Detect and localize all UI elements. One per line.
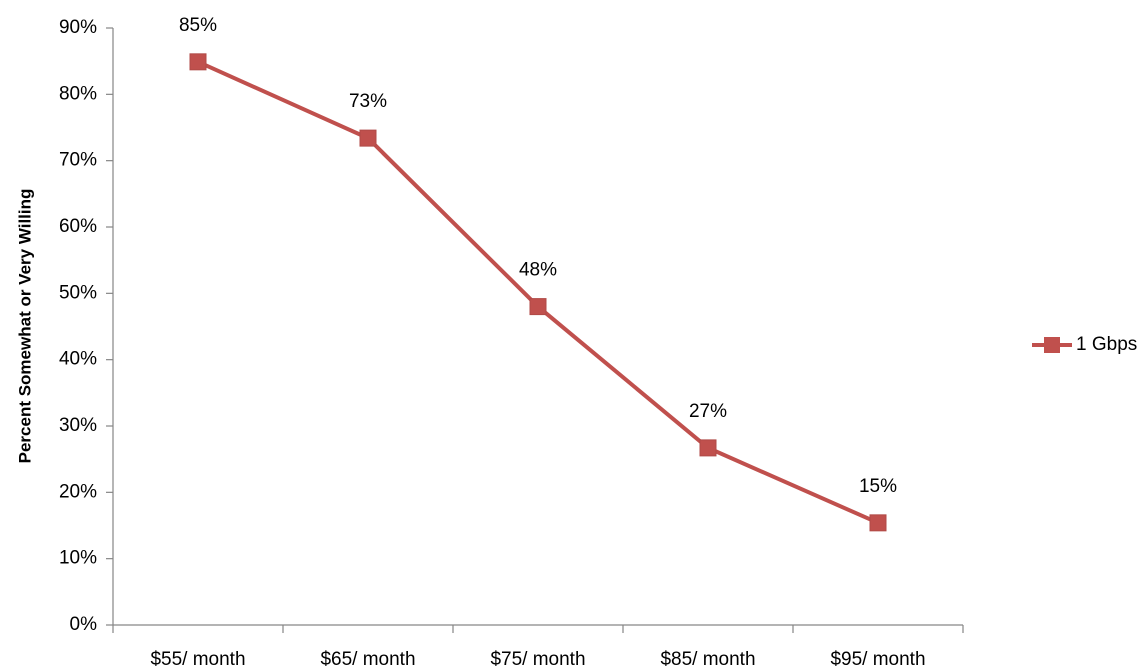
y-tick-label: 20% [59,481,97,502]
line [197,60,879,525]
y-tick-label: 60% [59,216,97,237]
marker [359,129,377,147]
marker [529,298,547,316]
data-label: 85% [179,15,217,36]
y-tick-label: 0% [70,614,98,635]
data-label: 15% [859,476,897,497]
y-tick-label: 90% [59,17,97,38]
y-tick-label: 10% [59,548,97,569]
y-tick-label: 40% [59,349,97,370]
y-tick-label: 30% [59,415,97,436]
y-tick-label: 80% [59,83,97,104]
x-tick-label: $65/ month [320,649,415,668]
x-tick-label: $55/ month [150,649,245,668]
x-tick-label: $75/ month [490,649,585,668]
y-axis-label: Percent Somewhat or Very Willing [15,189,34,464]
data-label: 27% [689,401,727,422]
marker [869,514,887,532]
y-tick-label: 70% [59,150,97,171]
data-label: 73% [349,91,387,112]
legend-label: 1 Gbps [1076,334,1137,355]
y-tick-label: 50% [59,282,97,303]
x-tick-label: $95/ month [830,649,925,668]
marker [189,53,207,71]
legend-marker [1044,337,1060,353]
marker [699,439,717,457]
data-label: 48% [519,260,557,281]
x-tick-label: $85/ month [660,649,755,668]
